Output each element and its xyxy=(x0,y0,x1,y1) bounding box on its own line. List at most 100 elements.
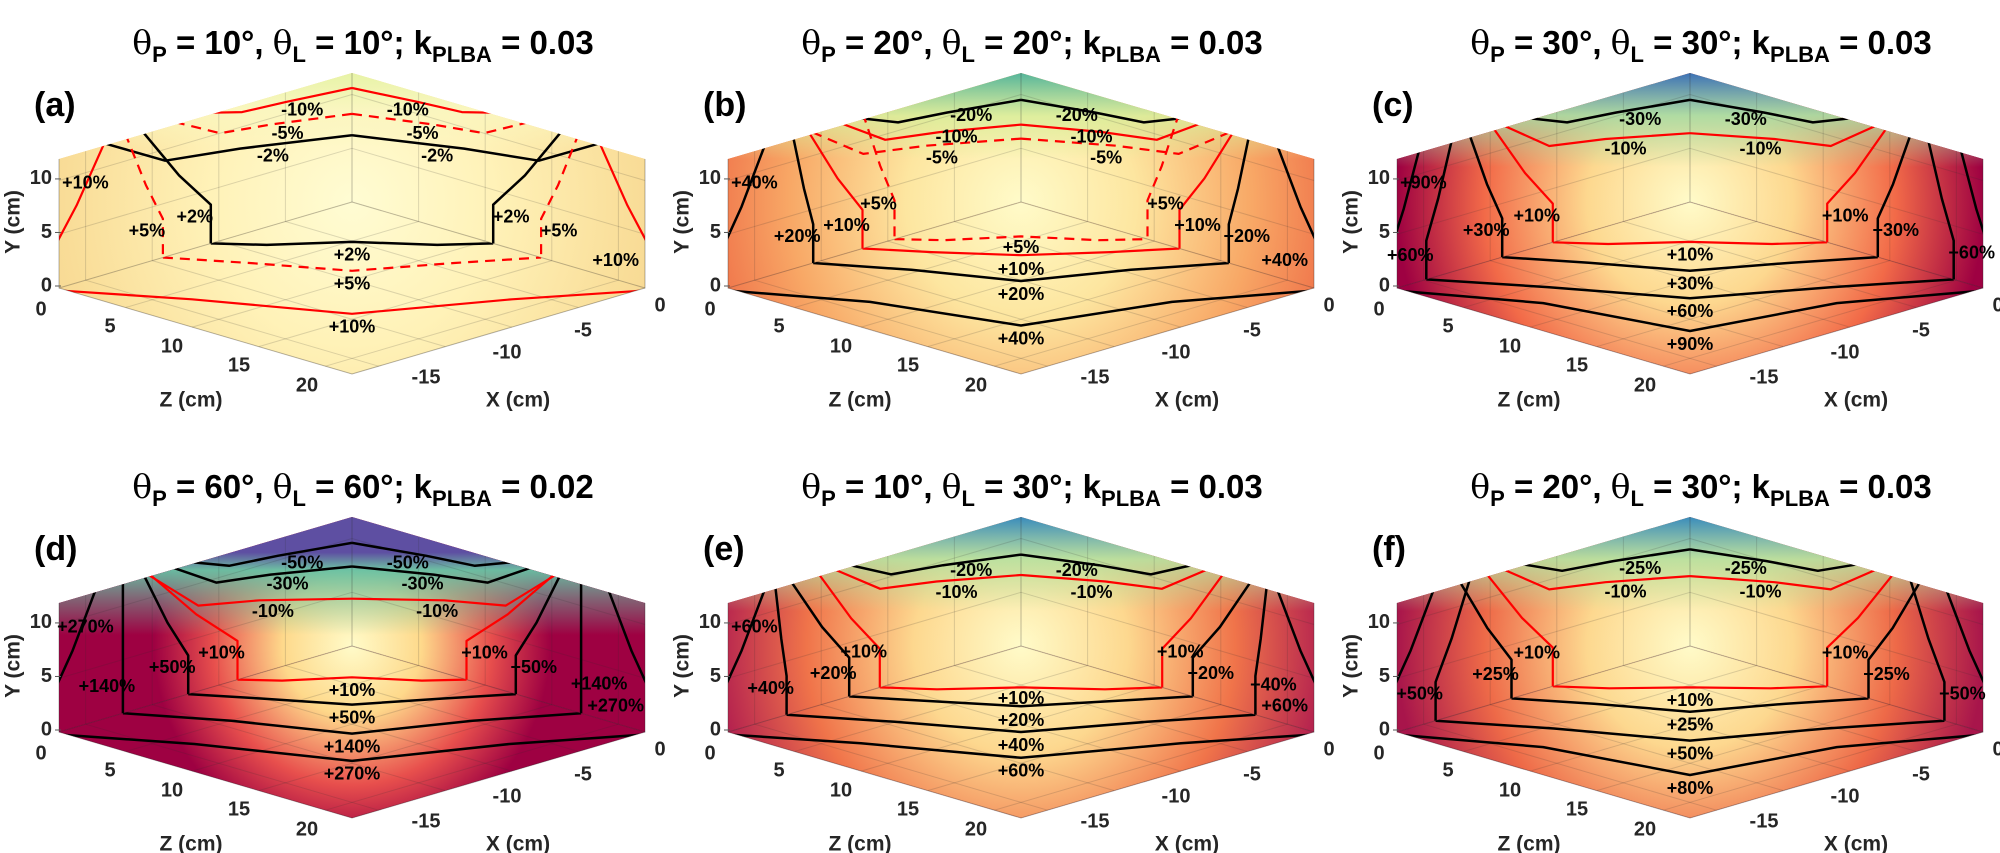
title-part: 20° xyxy=(873,24,923,61)
title-part: = xyxy=(167,468,205,505)
contour-line-left xyxy=(1519,548,1690,573)
contour-label-left: +25% xyxy=(1472,664,1519,684)
contour-label-right: +5% xyxy=(1147,194,1184,214)
contour-label-left: -5% xyxy=(271,123,303,143)
contour-line-right xyxy=(1926,135,1955,280)
right-face-top-shading xyxy=(1690,517,1983,732)
y-tick-label: 0 xyxy=(41,274,52,296)
title-part: , xyxy=(1592,468,1610,505)
contour-line-right xyxy=(491,127,565,244)
contour-line-floor xyxy=(59,288,645,315)
contour-label-left: -10% xyxy=(252,601,294,621)
contour-label-floor: +90% xyxy=(1667,334,1714,354)
y-tick-label: 5 xyxy=(710,665,721,687)
title-part: = xyxy=(836,24,874,61)
contour-label-left: -10% xyxy=(935,126,977,146)
contour-line-left xyxy=(810,130,1021,155)
contour-line-left xyxy=(188,541,352,568)
contour-line-left xyxy=(170,565,352,584)
contour-line-left xyxy=(175,112,352,135)
contour-line-left xyxy=(1456,577,1513,699)
title-part: , xyxy=(1592,24,1610,61)
panel-c: -30% -30%-10% -10%+10% +10%+10%+30% +30%+30%… xyxy=(1340,23,2000,412)
contour-lines xyxy=(59,86,645,315)
title-part: = xyxy=(1830,468,1868,505)
title-part: L xyxy=(962,486,975,511)
contour-label-right: -10% xyxy=(1739,138,1781,158)
title-part: θ xyxy=(942,467,962,506)
contour-line-floor xyxy=(894,235,1148,242)
panel-label: (f) xyxy=(1372,530,1406,568)
title-part: ; xyxy=(1063,24,1083,61)
panel-label: (b) xyxy=(703,86,746,124)
contour-line-left xyxy=(1397,145,1422,288)
contour-label-floor: +10% xyxy=(998,688,1045,708)
title-part: P xyxy=(152,486,167,511)
title-part: k xyxy=(1083,468,1102,505)
x-tick-label: -10 xyxy=(493,341,522,363)
contour-line-left xyxy=(1526,98,1690,124)
y-axis-label: Y (cm) xyxy=(1340,634,1363,698)
axis-box-edges xyxy=(727,603,1315,819)
z-axis-label: Z (cm) xyxy=(1498,833,1561,853)
z-tick-label: 5 xyxy=(1442,759,1453,781)
title-part: 30° xyxy=(1682,24,1732,61)
contour-label-left: +2% xyxy=(177,206,214,226)
contour-line-floor xyxy=(728,288,1314,327)
contour-line-right xyxy=(1021,130,1232,155)
title-part: θ xyxy=(132,23,152,62)
axis-box-edges xyxy=(1396,159,1984,375)
contour-line-left xyxy=(1501,123,1690,148)
title-part: ; xyxy=(394,468,414,505)
panel-title: θP = 20°, θL = 20°; kPLBA = 0.03 xyxy=(801,23,1263,67)
y-tick-label: 10 xyxy=(30,167,52,189)
contour-label-floor: +10% xyxy=(1667,245,1714,265)
title-part: 20° xyxy=(1013,24,1063,61)
z-tick-label: 15 xyxy=(228,798,250,820)
title-part: PLBA xyxy=(1770,42,1830,67)
title-part: k xyxy=(1083,24,1102,61)
title-part: P xyxy=(1490,486,1505,511)
contour-line-right xyxy=(1690,123,1879,148)
contour-label-right: -20% xyxy=(1056,560,1098,580)
y-axis-label: Y (cm) xyxy=(2,190,25,254)
contour-line-right xyxy=(539,132,580,258)
z-tick-label: 15 xyxy=(1566,798,1588,820)
contour-label-left: +20% xyxy=(810,663,857,683)
contour-line-right xyxy=(352,134,602,162)
contour-label-right: -10% xyxy=(1739,582,1781,602)
contour-label-right: +20% xyxy=(1224,226,1271,246)
contour-label-right: +10% xyxy=(1822,205,1869,225)
contour-label-floor: +40% xyxy=(998,328,1045,348)
contour-labels: -10% -10%-5% -5%-2% -2%+2% +2%+2%+5% +5%+5%+1… xyxy=(62,99,639,336)
panel-title: θP = 10°, θL = 30°; kPLBA = 0.03 xyxy=(801,467,1263,511)
panel-title: θP = 60°, θL = 60°; kPLBA = 0.02 xyxy=(132,467,594,511)
x-tick-label: 0 xyxy=(1323,738,1334,760)
contour-line-left xyxy=(773,582,788,715)
contour-label-right: -5% xyxy=(406,123,438,143)
title-part: θ xyxy=(1611,467,1631,506)
x-tick-label: -15 xyxy=(1750,366,1779,388)
x-tick-label: 0 xyxy=(654,294,665,316)
contour-label-right: +10% xyxy=(1174,215,1221,235)
floor-face-shading xyxy=(59,646,645,818)
title-part: PLBA xyxy=(1101,486,1161,511)
contour-labels: -20% -20%-10% -10%-5% -5%+5% +5%+5%+10% +10%+… xyxy=(731,105,1308,348)
contour-lines xyxy=(1397,548,1983,777)
contour-line-floor xyxy=(849,695,1193,708)
title-part: 30° xyxy=(1013,468,1063,505)
contour-label-left: +60% xyxy=(1387,245,1434,265)
contour-label-right: +140% xyxy=(571,674,628,694)
z-tick-label: 20 xyxy=(296,818,318,840)
title-part: PLBA xyxy=(432,42,492,67)
contour-label-right: +5% xyxy=(541,220,578,240)
y-tick-label: 10 xyxy=(699,167,721,189)
contour-line-floor xyxy=(786,713,1256,734)
contour-line-right xyxy=(596,138,645,288)
contour-line-floor xyxy=(1511,697,1869,713)
contour-line-right xyxy=(465,570,559,680)
contour-line-left xyxy=(839,121,1021,141)
contour-line-right xyxy=(1690,567,1879,591)
x-tick-label: -5 xyxy=(1243,319,1261,341)
z-axis-label: Z (cm) xyxy=(829,833,892,853)
